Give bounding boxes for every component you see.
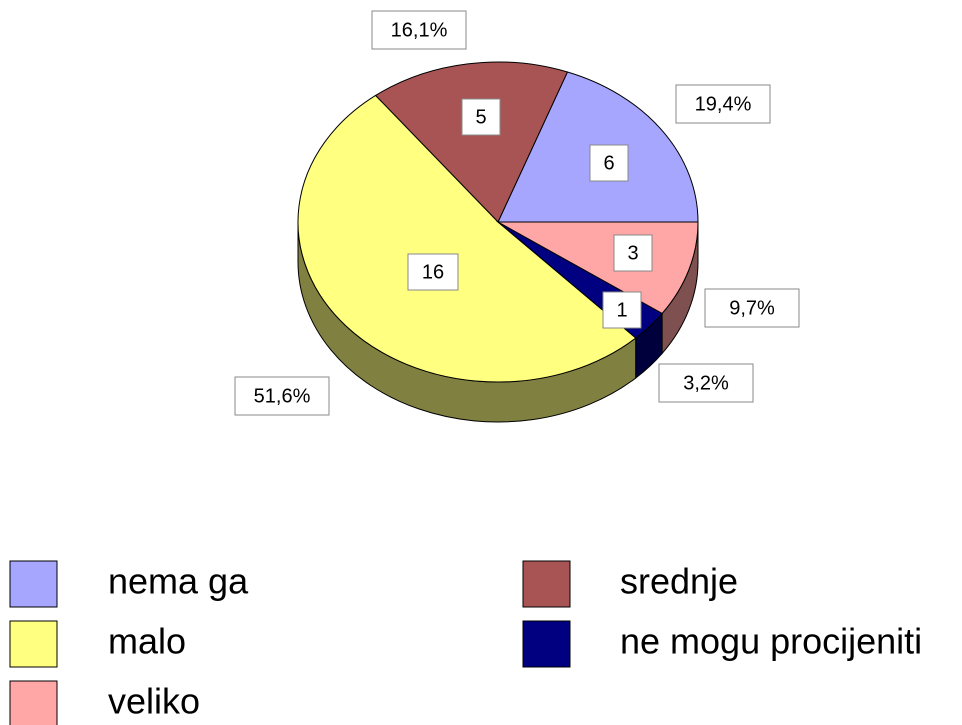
legend-label: srednje (620, 561, 738, 602)
percent-label-box (658, 363, 754, 403)
percent-label: 16,1% (391, 19, 448, 41)
legend-swatch (9, 560, 58, 608)
legend-label: veliko (108, 681, 200, 722)
pie-slice (374, 61, 569, 223)
legend-swatch (9, 620, 58, 668)
value-label-box (589, 144, 629, 182)
percent-label: 19,4% (695, 93, 752, 115)
value-label: 3 (627, 242, 638, 264)
percent-label: 51,6% (254, 385, 311, 407)
percent-label-box (234, 376, 330, 416)
value-label-box (602, 291, 642, 329)
legend-label: ne mogu procijeniti (620, 621, 922, 662)
legend-label: malo (108, 621, 186, 662)
legend-swatch (522, 620, 571, 668)
percent-label-box (675, 84, 771, 124)
value-label: 16 (422, 261, 444, 283)
value-label-box (613, 234, 653, 272)
legend-swatch (9, 680, 58, 725)
percent-label: 3,2% (683, 372, 729, 394)
percent-label-box (704, 288, 800, 328)
value-label: 1 (616, 299, 627, 321)
value-label-box (407, 253, 459, 291)
legend-label: nema ga (108, 561, 249, 602)
value-label-box (461, 98, 501, 136)
value-label: 5 (475, 106, 486, 128)
percent-label: 9,7% (729, 297, 775, 319)
value-label: 6 (603, 152, 614, 174)
legend-swatch (522, 560, 571, 608)
percent-label-box (371, 10, 467, 50)
pie-slice (297, 94, 637, 383)
